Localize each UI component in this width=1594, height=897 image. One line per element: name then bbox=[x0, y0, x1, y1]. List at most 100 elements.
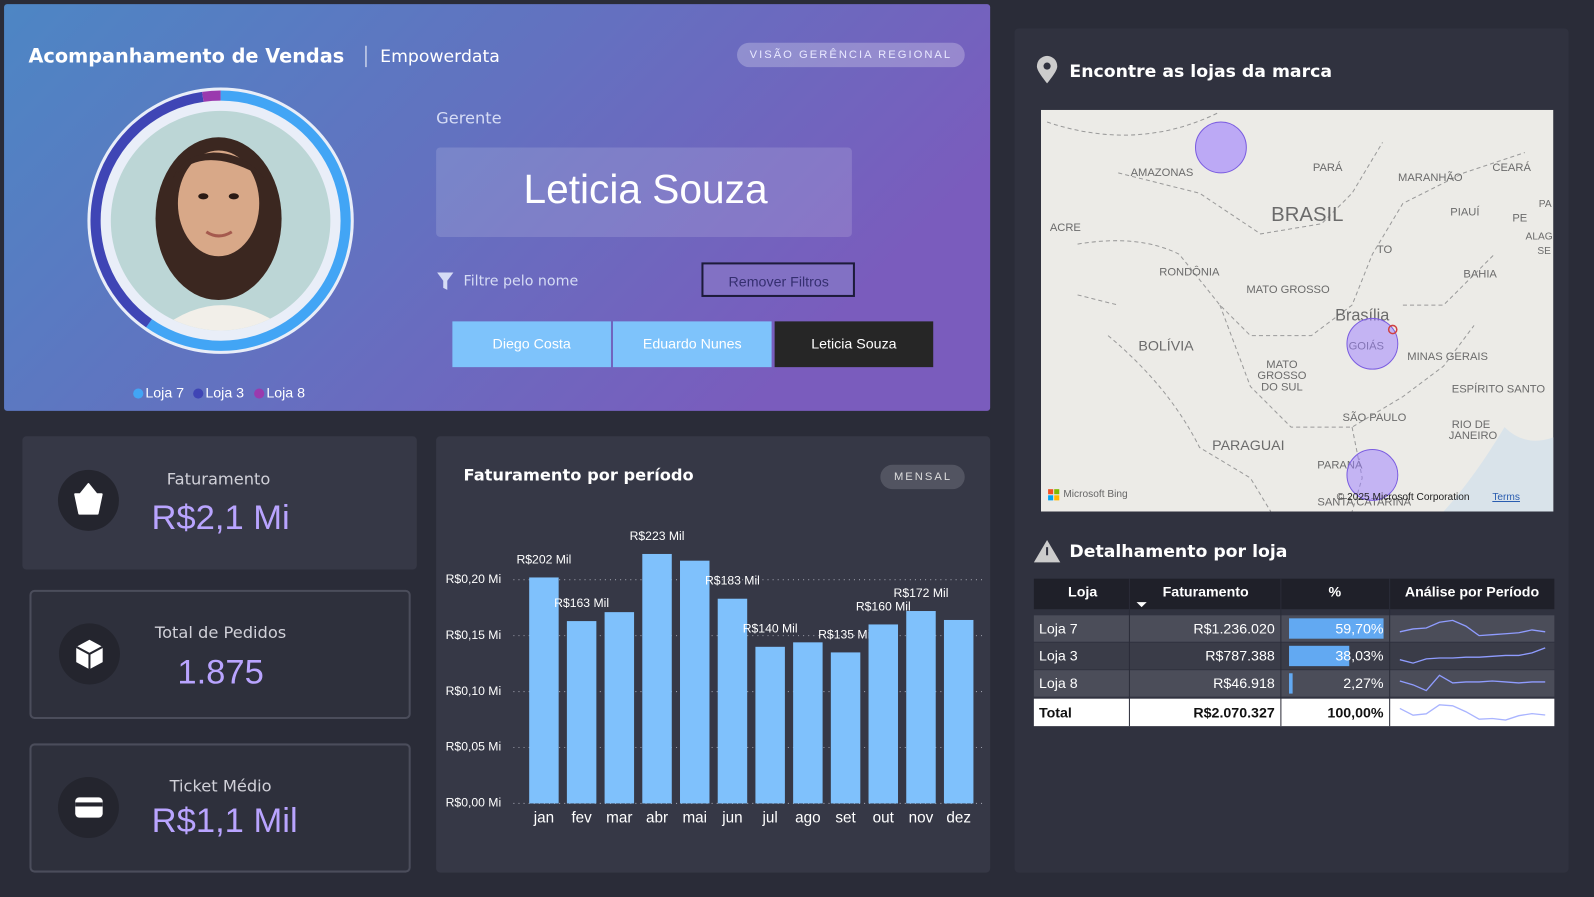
map-labels: AMAZONAS PARÁ MARANHÃO CEARÁ PIAUÍ PE ALAG SE PA… bbox=[1050, 161, 1553, 509]
legend-label: Loja 8 bbox=[266, 385, 305, 401]
card-icon-stripe bbox=[75, 802, 103, 807]
map-label: MARANHÃO bbox=[1398, 171, 1463, 184]
y-tick-label: R$0,05 Mi bbox=[446, 740, 502, 754]
name-option[interactable] bbox=[452, 321, 611, 368]
map-sea bbox=[1443, 427, 1554, 512]
total-cell: 100,00% bbox=[1327, 706, 1383, 722]
kpi-card bbox=[22, 436, 417, 570]
bar bbox=[943, 619, 974, 804]
legend-dot bbox=[193, 388, 204, 399]
x-tick-label: fev bbox=[571, 810, 592, 827]
legend-label: Loja 3 bbox=[205, 385, 244, 401]
data-label: R$140 Mil bbox=[743, 622, 798, 636]
filter-label: Filtre pelo nome bbox=[464, 274, 579, 290]
y-tick-label: R$0,20 Mi bbox=[446, 572, 502, 586]
x-tick-label: set bbox=[835, 810, 856, 827]
share-bar bbox=[1289, 673, 1293, 694]
store-cell: Loja 3 bbox=[1039, 649, 1078, 665]
name-option-text[interactable]: Eduardo Nunes bbox=[643, 337, 742, 353]
map-terms[interactable]: Terms bbox=[1492, 492, 1520, 503]
map-label: RONDÔNIA bbox=[1159, 266, 1220, 279]
legend-dot bbox=[133, 388, 144, 399]
store-bubble[interactable] bbox=[1194, 121, 1247, 174]
chart-badge-text: MENSAL bbox=[894, 471, 952, 483]
ring-segment bbox=[90, 91, 204, 328]
bar bbox=[529, 577, 559, 804]
bar-chart: R$0,00 Mi R$0,05 Mi R$0,10 Mi R$0,15 Mi R$0,… bbox=[446, 529, 987, 827]
map-label: DO SUL bbox=[1261, 381, 1303, 393]
map-label: JANEIRO bbox=[1449, 430, 1498, 442]
manager-label: Gerente bbox=[436, 108, 502, 127]
map-label: ESPÍRITO SANTO bbox=[1452, 382, 1546, 395]
kpi-value: 1.875 bbox=[177, 653, 263, 691]
map-label: PA bbox=[1539, 199, 1552, 210]
bar bbox=[830, 652, 861, 804]
map[interactable]: AMAZONAS PARÁ MARANHÃO CEARÁ PIAUÍ PE ALAG SE PA… bbox=[1040, 109, 1554, 512]
x-tick-label: jul bbox=[762, 810, 778, 827]
header-badge-text: VISÃO GERÊNCIA REGIONAL bbox=[750, 48, 953, 61]
y-tick-label: R$0,00 Mi bbox=[446, 796, 502, 810]
capital-marker bbox=[1387, 324, 1398, 335]
warning-icon-mark bbox=[1046, 547, 1049, 556]
x-tick-label: abr bbox=[646, 810, 668, 827]
column-header[interactable]: Loja bbox=[1068, 585, 1097, 601]
name-option-text[interactable]: Diego Costa bbox=[493, 337, 571, 353]
clear-filter-button[interactable] bbox=[701, 262, 855, 297]
ms-logo bbox=[1054, 495, 1060, 501]
ms-logo bbox=[1048, 495, 1054, 501]
sparkline bbox=[1399, 619, 1546, 637]
name-option[interactable] bbox=[774, 321, 934, 368]
store-ring bbox=[90, 90, 351, 351]
bar bbox=[793, 642, 823, 804]
name-option[interactable] bbox=[612, 321, 772, 368]
share-cell: 59,70% bbox=[1335, 621, 1384, 637]
clear-filter-text[interactable]: Remover Filtros bbox=[729, 274, 829, 290]
map-label: TO bbox=[1377, 244, 1393, 256]
total-cell: Total bbox=[1039, 706, 1072, 722]
map-label: BOLÍVIA bbox=[1138, 338, 1194, 355]
store-legend: Loja 7 Loja 3 Loja 8 bbox=[133, 385, 305, 401]
total-row bbox=[1033, 698, 1555, 727]
store-bubble[interactable] bbox=[1346, 449, 1399, 501]
map-label: PE bbox=[1512, 213, 1527, 225]
name-filter: Diego Costa Eduardo Nunes Leticia Souza bbox=[452, 321, 934, 368]
kpi-label: Ticket Médio bbox=[169, 777, 272, 796]
ring-segment bbox=[202, 90, 221, 102]
store-bubble[interactable] bbox=[1346, 317, 1399, 370]
map-label: MATO GROSSO bbox=[1246, 284, 1330, 296]
map-label: GROSSO bbox=[1257, 370, 1306, 382]
column-header[interactable]: % bbox=[1328, 585, 1341, 601]
detail-table: Loja Faturamento% Análise por Período Loja … bbox=[1033, 578, 1555, 727]
kpi-label: Faturamento bbox=[167, 470, 271, 489]
share-bar bbox=[1289, 618, 1384, 639]
x-tick-label: jun bbox=[721, 810, 742, 827]
kpi-value: R$2,1 Mi bbox=[151, 499, 289, 537]
map-label: CEARÁ bbox=[1492, 161, 1531, 174]
map-attribution: © 2025 Microsoft Corporation bbox=[1337, 492, 1470, 503]
map-label: SÃO PAULO bbox=[1343, 411, 1407, 424]
x-tick-label: nov bbox=[909, 810, 934, 827]
chart-badge bbox=[880, 464, 965, 490]
bar bbox=[717, 598, 748, 804]
data-label: R$160 Mil bbox=[856, 599, 911, 613]
map-label: PARAGUAI bbox=[1212, 438, 1284, 454]
map-label: RIO DE bbox=[1452, 419, 1490, 431]
column-header[interactable]: Faturamento bbox=[1163, 585, 1249, 601]
store-cell: Loja 7 bbox=[1039, 621, 1078, 637]
map-label: ACRE bbox=[1050, 222, 1081, 234]
bar bbox=[642, 553, 672, 804]
ms-logo bbox=[1048, 489, 1054, 495]
y-tick-label: R$0,15 Mi bbox=[446, 628, 502, 642]
bar bbox=[906, 611, 936, 804]
name-option-text[interactable]: Leticia Souza bbox=[811, 337, 896, 353]
x-tick-label: mai bbox=[682, 810, 707, 827]
bar bbox=[868, 624, 899, 804]
bar bbox=[680, 560, 710, 804]
x-tick-label: jan bbox=[533, 810, 554, 827]
share-cell: 2,27% bbox=[1343, 676, 1384, 692]
map-label: BAHIA bbox=[1463, 269, 1497, 281]
column-header[interactable]: Análise por Período bbox=[1405, 585, 1540, 601]
bar bbox=[604, 612, 635, 804]
